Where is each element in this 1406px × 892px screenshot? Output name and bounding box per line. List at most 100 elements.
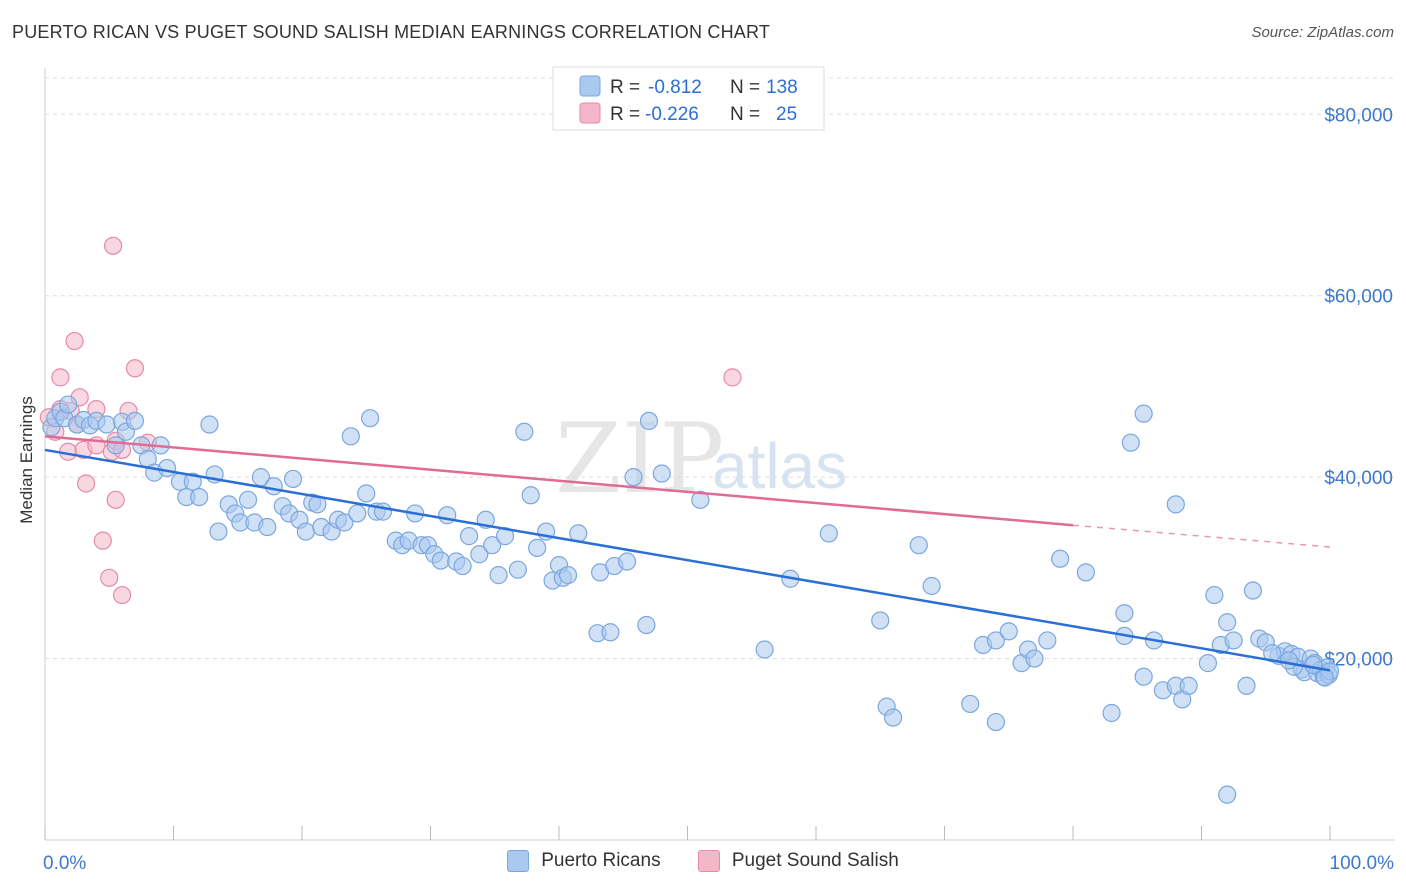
puerto-ricans-point: [125, 411, 145, 430]
puerto-ricans-point: [1038, 631, 1057, 650]
puerto-ricans-point: [183, 472, 202, 491]
puerto-ricans-point: [258, 517, 277, 537]
puerto-ricans-point: [1218, 785, 1237, 804]
puerto-ricans-point: [238, 490, 258, 509]
puerto-ricans-point: [558, 566, 578, 585]
puerto-ricans-point: [961, 694, 980, 714]
puerto-ricans-point: [1304, 655, 1323, 675]
puget-sound-salish-point: [77, 474, 96, 493]
puerto-ricans-point: [601, 623, 620, 642]
y-tick-label: $80,000: [1324, 105, 1393, 126]
puerto-ricans-point: [624, 468, 643, 487]
puerto-ricans-point: [819, 524, 838, 543]
puerto-ricans-points: [42, 395, 1340, 804]
puerto-ricans-point: [922, 576, 941, 596]
axis-layer: $20,000 $40,000 $60,000 $80,000 0.0% 100.0%: [43, 68, 1395, 874]
grid-layer: [45, 77, 1395, 660]
chart-title: PUERTO RICAN VS PUGET SOUND SALISH MEDIA…: [12, 22, 771, 42]
x-tick-label: 100.0%: [1330, 853, 1395, 874]
puerto-ricans-point: [691, 490, 710, 509]
puerto-ricans-point: [470, 545, 489, 564]
puerto-ricans-point: [97, 415, 116, 434]
puerto-ricans-point: [348, 504, 367, 523]
puerto-ricans-point: [986, 631, 1006, 650]
puerto-ricans-point: [341, 427, 360, 446]
puerto-ricans-point: [1134, 667, 1153, 686]
puerto-ricans-point: [515, 422, 534, 441]
legend-swatch-puget-sound-salish: [579, 102, 601, 124]
puerto-ricans-point: [1224, 631, 1243, 650]
puerto-ricans-point: [1076, 563, 1095, 582]
puerto-ricans-point: [999, 622, 1018, 641]
puerto-ricans-point: [157, 458, 177, 478]
puerto-ricans-point: [200, 415, 219, 434]
legend-r-label-2: R =: [610, 104, 640, 125]
puget-sound-salish-point: [125, 359, 145, 378]
puerto-ricans-point: [459, 527, 479, 546]
puerto-ricans-point: [1166, 495, 1185, 514]
puerto-ricans-point: [1102, 703, 1121, 723]
puerto-ricans-point: [871, 611, 890, 630]
watermark: ZIP atlas: [555, 403, 847, 515]
watermark-atlas: atlas: [712, 430, 847, 502]
y-tick-label: $40,000: [1324, 468, 1393, 489]
puerto-ricans-point: [209, 522, 228, 541]
puerto-ricans-point: [508, 560, 527, 579]
puerto-ricans-point: [483, 536, 502, 555]
puerto-ricans-point: [59, 395, 78, 414]
y-axis-label: Median Earnings: [17, 396, 36, 524]
puerto-ricans-point: [335, 513, 354, 532]
puget-sound-salish-point: [65, 331, 84, 351]
y-tick-label: $20,000: [1324, 650, 1393, 671]
legend-label-puerto-ricans: Puerto Ricans: [541, 850, 661, 871]
puerto-ricans-point: [755, 640, 774, 659]
puerto-ricans-point: [1279, 651, 1298, 670]
puget-sound-salish-point: [106, 490, 125, 509]
legend-n-label-2: N =: [730, 104, 760, 125]
legend-n-value-1: 138: [766, 77, 798, 98]
legend-r-label-1: R =: [610, 77, 640, 98]
puerto-ricans-point: [361, 409, 380, 428]
puget-sound-salish-point: [51, 368, 70, 387]
legend-r-value-2: -0.226: [645, 104, 699, 125]
legend-item-puget-sound-salish: Puget Sound Salish: [697, 850, 899, 872]
puerto-ricans-point: [296, 522, 315, 541]
puerto-ricans-point: [986, 712, 1006, 732]
puerto-ricans-point: [1198, 654, 1218, 673]
legend-n-value-2: 25: [776, 104, 797, 125]
puerto-ricans-point: [1218, 613, 1237, 632]
puget-sound-salish-trendline: [44, 435, 1074, 527]
legend-swatch-blue: [507, 850, 530, 872]
puerto-ricans-point: [618, 552, 637, 571]
puerto-ricans-point: [431, 551, 450, 570]
puerto-ricans-point: [1205, 585, 1224, 605]
puget-sound-salish-point: [93, 531, 112, 550]
legend-label-puget-sound-salish: Puget Sound Salish: [731, 850, 899, 871]
puerto-ricans-point: [1121, 433, 1140, 452]
legend-n-label-1: N =: [730, 77, 760, 98]
puerto-ricans-point: [1237, 676, 1256, 695]
legend-top: R = -0.812 N = 138 R = -0.226 N = 25: [552, 66, 825, 131]
trend-lines: [44, 435, 1331, 672]
puerto-ricans-point: [453, 556, 472, 576]
puerto-ricans-point: [190, 488, 209, 507]
legend-swatch-puerto-ricans: [579, 75, 601, 97]
puget-sound-salish-point: [112, 585, 132, 605]
puerto-ricans-point: [883, 708, 903, 727]
puerto-ricans-point: [1025, 649, 1044, 668]
puerto-ricans-point: [1243, 581, 1263, 600]
legend-swatch-pink: [697, 850, 720, 872]
puget-sound-salish-trendline-extension: [1072, 524, 1331, 548]
puerto-ricans-point: [652, 464, 671, 483]
puerto-ricans-point: [1051, 549, 1070, 568]
puerto-ricans-point: [264, 477, 283, 496]
puerto-ricans-point: [1134, 404, 1153, 423]
y-tick-label: $60,000: [1324, 287, 1393, 308]
legend-item-puerto-ricans: Puerto Ricans: [507, 850, 661, 872]
puget-sound-salish-point: [104, 236, 123, 255]
puerto-ricans-point: [639, 411, 659, 430]
puerto-ricans-point: [489, 566, 508, 585]
source-label: Source: ZipAtlas.com: [1251, 24, 1394, 41]
puerto-ricans-point: [1115, 604, 1134, 623]
